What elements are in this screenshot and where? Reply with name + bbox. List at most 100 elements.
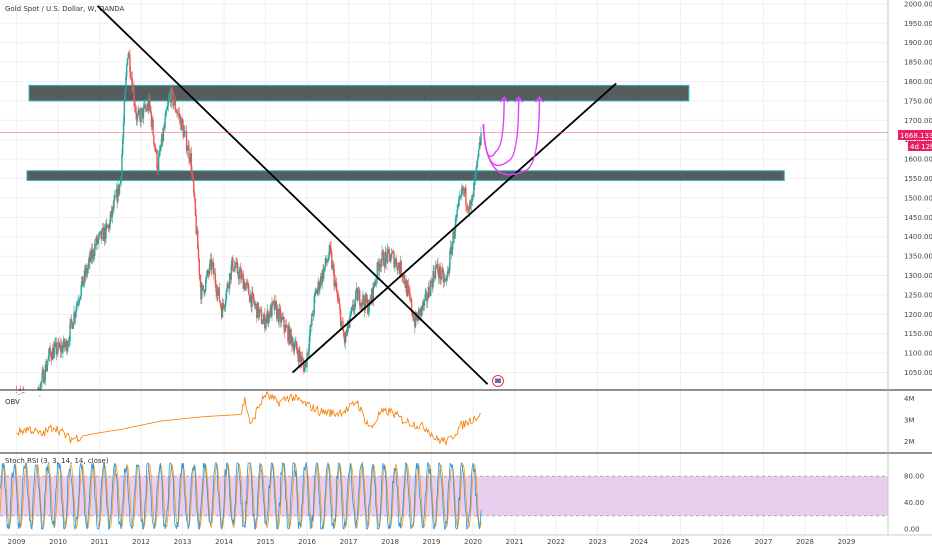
candle-body [456,209,458,217]
candle-body [329,245,331,248]
candle-body [189,158,191,163]
candle-body [264,314,266,329]
candle-body [450,246,452,251]
candle-body [114,196,117,197]
candle-body [229,273,232,280]
time-tick-label: 2020 [464,538,482,546]
candle-body [260,310,263,324]
candle-body [173,103,175,106]
candle-body [479,142,481,145]
candle-body [200,281,202,300]
price-tick-label: 1750.000 [904,97,932,105]
candle-body [439,266,442,280]
candle-body [318,281,320,291]
candle-body [125,76,127,91]
candle-body [427,286,430,299]
candle-body [448,269,450,274]
trendline[interactable] [96,5,489,385]
candle-body [335,283,338,292]
candle-body [54,342,57,345]
candle-body [38,387,40,390]
candle-body [430,280,432,296]
time-tick-label: 2014 [215,538,233,546]
candle-body [459,195,461,198]
candle-body [399,261,402,274]
candle-body [236,262,239,274]
candle-body [19,390,21,391]
time-axis[interactable]: 2009 2010 2011 2012 2013 2014 2015 2016 2017 2018… [8,538,856,546]
candle-body [250,295,252,308]
candle-body [298,350,300,363]
candle-body [221,303,224,318]
candle-body [286,326,288,328]
candle-body [232,257,234,271]
resistance-zone[interactable] [28,84,690,102]
candle-body [127,53,130,59]
candle-body [270,305,272,317]
candle-body [442,270,445,283]
candle-body [134,106,137,112]
candle-body [307,350,310,354]
candle-body [323,268,325,279]
candle-body [86,268,89,274]
candle-body [85,267,87,277]
candle-body [337,296,339,300]
candle-body [99,230,102,233]
candle-body [61,345,63,353]
candle-body [98,234,100,240]
candle-body [293,347,295,352]
candle-body [187,145,189,150]
candle-body [373,283,375,286]
candle-body [288,325,290,342]
trendlines[interactable] [96,5,617,385]
candle-body [420,306,422,316]
candle-body [289,329,292,344]
candle-body [387,249,390,250]
candle-body [89,256,91,263]
candle-body [191,171,193,174]
candle-body [15,391,18,393]
candle-body [113,199,115,210]
candle-body [111,206,114,217]
flag-icon[interactable] [492,375,504,387]
candle-body [388,249,390,255]
candle-body [412,315,414,321]
candle-body [215,283,217,293]
candle-body [438,272,440,278]
candle-body [51,348,54,361]
candle-body [300,357,303,363]
candle-body [263,314,265,321]
candle-body [142,106,145,119]
candle-body [78,300,80,303]
candle-body [120,175,122,183]
candle-body [174,99,177,111]
candle-body [436,263,438,267]
candle-body [144,104,146,110]
candle-body [110,211,112,219]
candle-body [342,321,344,332]
candle-body [254,304,256,306]
candle-body [366,299,368,303]
candle-body [198,258,201,275]
candle-body [116,189,118,202]
time-tick-label: 2017 [340,538,358,546]
candle-body [154,146,157,152]
candle-body [397,263,399,271]
candle-body [463,188,465,194]
candle-body [242,274,244,289]
candle-body [95,236,98,246]
candle-body [119,182,122,185]
trendline[interactable] [291,82,617,374]
candle-body [452,231,454,244]
price-tick-label: 1700.000 [904,117,932,125]
candle-body [82,276,84,287]
candle-body [413,318,415,321]
price-axis[interactable]: 2000.000 1950.000 1900.000 1850.000 1800.000… [904,0,932,533]
candle-body [201,285,204,287]
resistance-zones[interactable] [26,84,785,181]
price-tick-label: 1350.000 [904,253,932,261]
candle-body [321,270,323,284]
resistance-zone[interactable] [26,170,785,181]
panel-dividers[interactable] [0,0,932,536]
